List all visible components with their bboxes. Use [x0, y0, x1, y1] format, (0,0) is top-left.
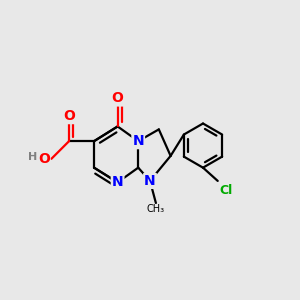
Text: O: O: [112, 92, 124, 106]
Text: N: N: [144, 174, 156, 188]
Text: Cl: Cl: [219, 184, 232, 197]
Text: CH₃: CH₃: [147, 205, 165, 214]
Text: N: N: [132, 134, 144, 148]
Text: N: N: [112, 176, 123, 189]
Text: O: O: [38, 152, 50, 166]
Text: H: H: [28, 152, 37, 162]
Text: O: O: [63, 109, 75, 123]
